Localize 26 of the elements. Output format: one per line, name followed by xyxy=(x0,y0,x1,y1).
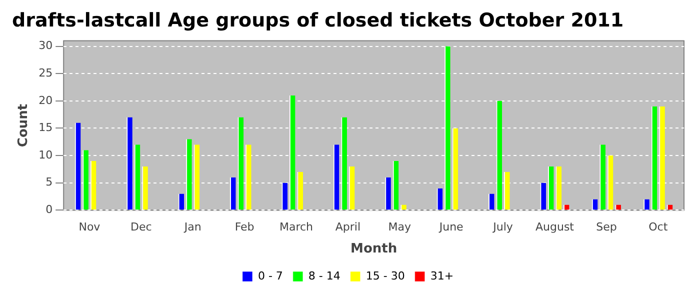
x-tick-label: July xyxy=(492,220,514,234)
legend-label: 0 - 7 xyxy=(258,269,283,282)
y-tick-label: 15 xyxy=(38,121,53,134)
x-tick-label: May xyxy=(388,220,412,234)
y-axis-title: Count xyxy=(16,104,32,148)
legend-label: 31+ xyxy=(430,269,454,282)
x-axis-title: Month xyxy=(350,242,398,257)
y-tick-label: 0 xyxy=(46,203,53,216)
y-tick-label: 10 xyxy=(38,148,53,162)
x-tick-label: June xyxy=(438,220,464,234)
x-tick-label: Oct xyxy=(648,220,668,234)
x-tick-label: Dec xyxy=(130,220,152,234)
y-tick-label: 30 xyxy=(38,39,53,52)
x-tick-label: Nov xyxy=(78,220,101,234)
x-tick-label: April xyxy=(335,220,361,234)
chart-title: drafts-lastcall Age groups of closed tickets October 2011 xyxy=(12,9,624,32)
x-tick-label: August xyxy=(536,220,575,234)
x-tick-label: Sep xyxy=(596,220,617,234)
legend-label: 15 - 30 xyxy=(366,269,405,282)
y-tick-label: 20 xyxy=(38,94,53,107)
x-tick-label: March xyxy=(279,220,314,234)
x-tick-label: Jan xyxy=(183,220,202,234)
legend-label: 8 - 14 xyxy=(308,269,340,282)
y-tick-label: 5 xyxy=(46,176,53,189)
y-tick-label: 25 xyxy=(38,66,53,80)
x-tick-label: Feb xyxy=(234,220,254,234)
